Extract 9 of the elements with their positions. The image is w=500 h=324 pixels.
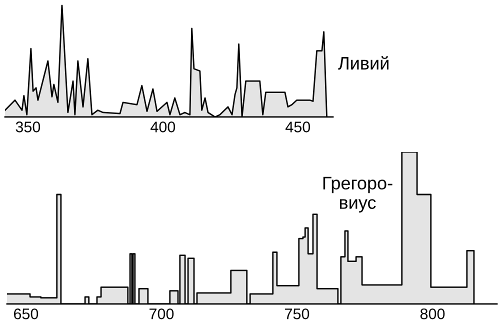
x-tick-label: 350 [16,122,40,132]
annotation: Грегоро-виус [323,176,392,213]
x-tick-label: 800 [420,308,445,320]
x-tick-label: 450 [286,122,310,132]
text: Ливий [338,56,388,70]
x-tick-label: 400 [150,122,176,132]
x-tick-label: 750 [285,308,310,320]
x-tick-label: 650 [14,308,38,320]
x-tick-label: 700 [150,308,174,320]
